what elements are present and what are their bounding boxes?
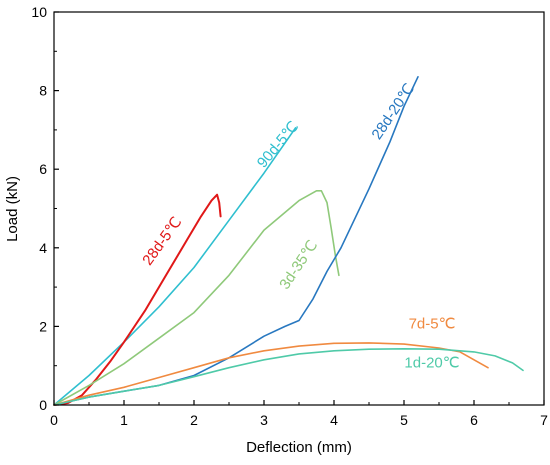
series-line-5 xyxy=(53,347,524,406)
series-lines xyxy=(53,76,524,406)
x-tick-label: 7 xyxy=(540,412,548,428)
y-tick-label: 4 xyxy=(39,240,47,256)
series-label-2: 3d-35℃ xyxy=(276,237,321,292)
x-tick-label: 4 xyxy=(330,412,338,428)
series-label-1: 28d-5℃ xyxy=(139,214,185,269)
x-tick-label: 1 xyxy=(120,412,128,428)
series-label-0: 90d-5℃ xyxy=(254,118,303,171)
x-tick-label: 5 xyxy=(400,412,408,428)
y-axis-ticks: 0 2 4 6 8 10 xyxy=(31,4,59,413)
series-line-4 xyxy=(53,342,489,406)
y-tick-label: 6 xyxy=(39,161,47,177)
series-line-0 xyxy=(53,127,297,406)
series-label-5: 1d-20℃ xyxy=(404,355,459,372)
y-tick-label: 8 xyxy=(39,83,47,99)
x-axis-ticks: 0 1 2 3 4 5 6 7 xyxy=(50,400,548,428)
x-tick-label: 0 xyxy=(50,412,58,428)
x-axis-title: Deflection (mm) xyxy=(246,439,352,456)
x-tick-label: 6 xyxy=(470,412,478,428)
y-tick-label: 10 xyxy=(31,4,47,20)
series-line-2 xyxy=(53,190,340,406)
y-tick-label: 2 xyxy=(39,318,47,334)
y-tick-label: 0 xyxy=(39,397,47,413)
series-line-1 xyxy=(53,193,222,406)
x-tick-label: 3 xyxy=(260,412,268,428)
x-tick-label: 2 xyxy=(190,412,198,428)
y-axis-title: Load (kN) xyxy=(4,176,21,242)
series-label-4: 7d-5℃ xyxy=(409,315,456,332)
